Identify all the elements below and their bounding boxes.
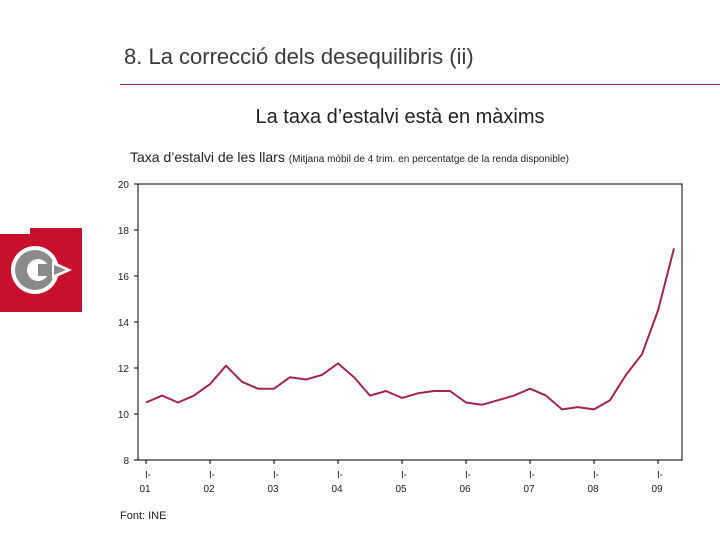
x-tick-label-year: 03: [267, 484, 279, 495]
y-tick-label: 16: [118, 272, 130, 283]
x-tick-label-year: 04: [331, 484, 343, 495]
x-tick-label-year: 08: [587, 484, 599, 495]
x-tick-label-year: 02: [203, 484, 215, 495]
x-tick-label-prefix: I-: [145, 470, 151, 481]
x-tick-label-year: 06: [459, 484, 471, 495]
slide-subtitle: La taxa d’estalvi està en màxims: [255, 106, 545, 128]
y-tick-label: 8: [123, 456, 129, 467]
y-tick-label: 20: [118, 180, 130, 191]
chart-title: Taxa d’estalvi de les llars (Mitjana mòb…: [130, 149, 569, 165]
y-tick-label: 14: [118, 318, 130, 329]
logo: [0, 228, 82, 312]
x-tick-label-prefix: I-: [593, 470, 599, 481]
x-tick-label-prefix: I-: [657, 470, 663, 481]
chart-title-main: Taxa d’estalvi de les llars: [130, 149, 285, 165]
x-tick-label-prefix: I-: [337, 470, 343, 481]
chart-source: Font: INE: [120, 510, 167, 522]
c-logo-icon: [11, 246, 72, 294]
x-tick-label-year: 09: [651, 484, 663, 495]
title-divider: [120, 84, 720, 85]
plot-area: [137, 183, 683, 461]
x-tick-label-year: 05: [395, 484, 407, 495]
x-tick-label-year: 01: [139, 484, 151, 495]
x-tick-label-prefix: I-: [401, 470, 407, 481]
x-tick-label-prefix: I-: [273, 470, 279, 481]
chart-title-note: (Mitjana mòbil de 4 trim. en percentatge…: [288, 154, 569, 165]
y-tick-label: 10: [118, 410, 130, 421]
logo-notch: [0, 226, 30, 234]
x-tick-label-prefix: I-: [209, 470, 215, 481]
series-line: [145, 248, 675, 411]
x-tick-label-prefix: I-: [465, 470, 471, 481]
y-tick-label: 18: [118, 226, 130, 237]
x-tick-label-prefix: I-: [529, 470, 535, 481]
y-tick-label: 12: [118, 364, 130, 375]
x-tick-label-year: 07: [523, 484, 535, 495]
slide-title: 8. La correcció dels desequilibris (ii): [124, 44, 474, 69]
